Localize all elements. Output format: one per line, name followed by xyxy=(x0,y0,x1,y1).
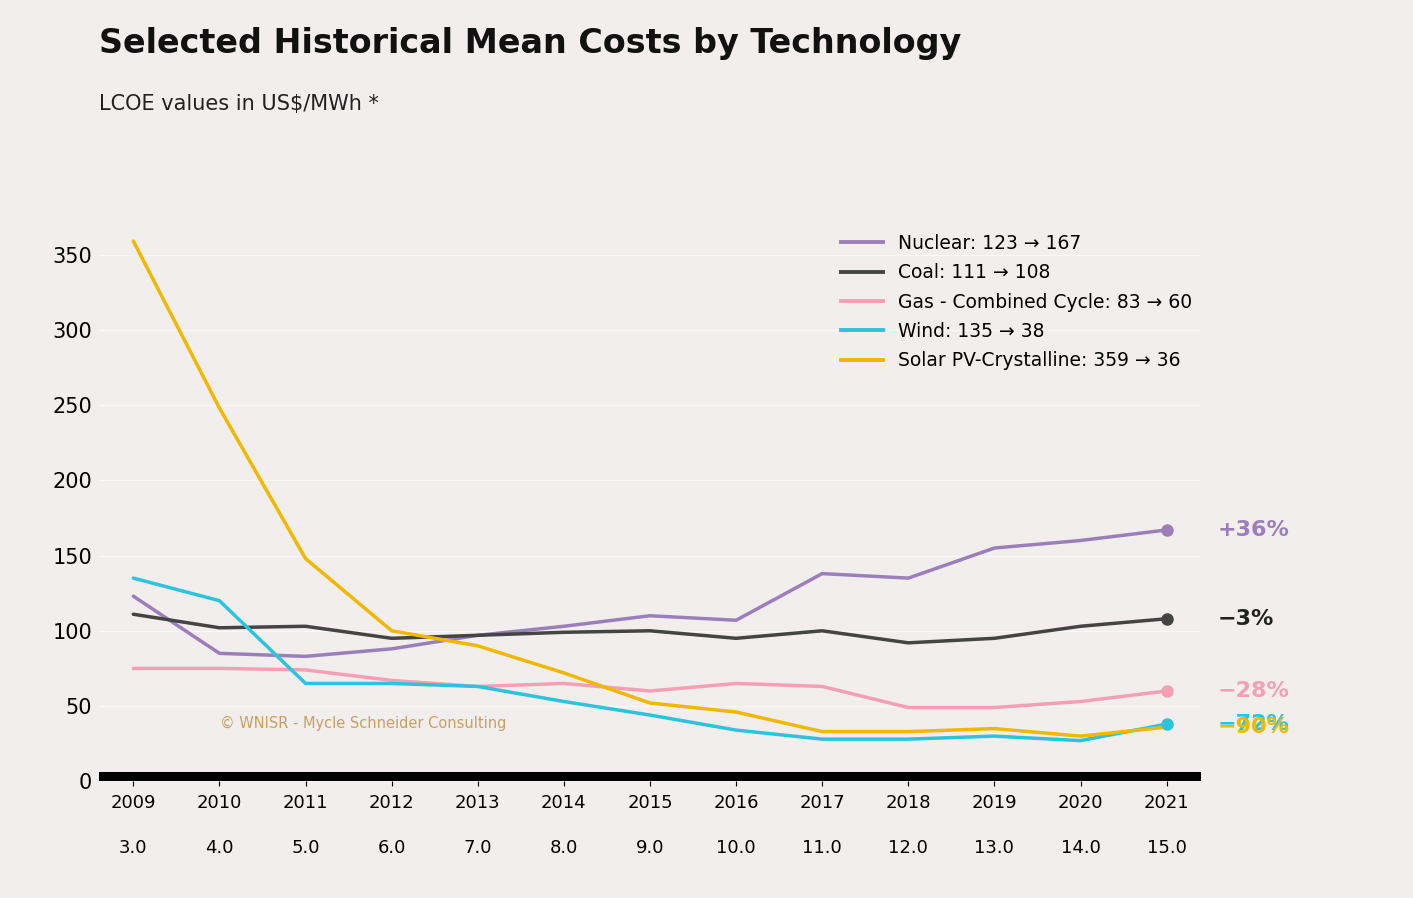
Text: © WNISR - Mycle Schneider Consulting: © WNISR - Mycle Schneider Consulting xyxy=(220,716,506,731)
Text: −90%: −90% xyxy=(1218,718,1290,737)
Text: −72%: −72% xyxy=(1218,714,1290,734)
Legend: Nuclear: 123 → 167, Coal: 111 → 108, Gas - Combined Cycle: 83 → 60, Wind: 135 → : Nuclear: 123 → 167, Coal: 111 → 108, Gas… xyxy=(834,226,1200,378)
Text: Selected Historical Mean Costs by Technology: Selected Historical Mean Costs by Techno… xyxy=(99,27,961,60)
Text: +36%: +36% xyxy=(1218,520,1290,540)
Text: −28%: −28% xyxy=(1218,681,1290,701)
Text: LCOE values in US$/MWh *: LCOE values in US$/MWh * xyxy=(99,94,379,114)
Text: −3%: −3% xyxy=(1218,609,1275,629)
